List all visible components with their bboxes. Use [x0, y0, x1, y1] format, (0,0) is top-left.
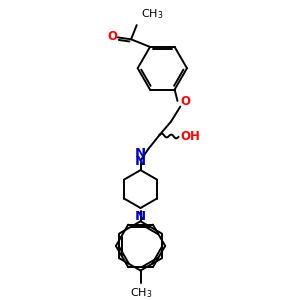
Text: OH: OH	[180, 130, 200, 143]
Text: O: O	[180, 95, 190, 108]
Text: N: N	[135, 155, 146, 168]
Text: CH$_3$: CH$_3$	[140, 8, 163, 21]
Text: N: N	[135, 210, 146, 223]
Text: O: O	[107, 30, 117, 43]
Text: CH$_3$: CH$_3$	[130, 286, 153, 300]
Text: N: N	[135, 147, 146, 160]
